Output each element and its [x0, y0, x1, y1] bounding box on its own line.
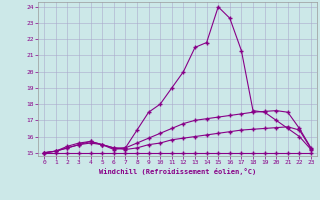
X-axis label: Windchill (Refroidissement éolien,°C): Windchill (Refroidissement éolien,°C) [99, 168, 256, 175]
